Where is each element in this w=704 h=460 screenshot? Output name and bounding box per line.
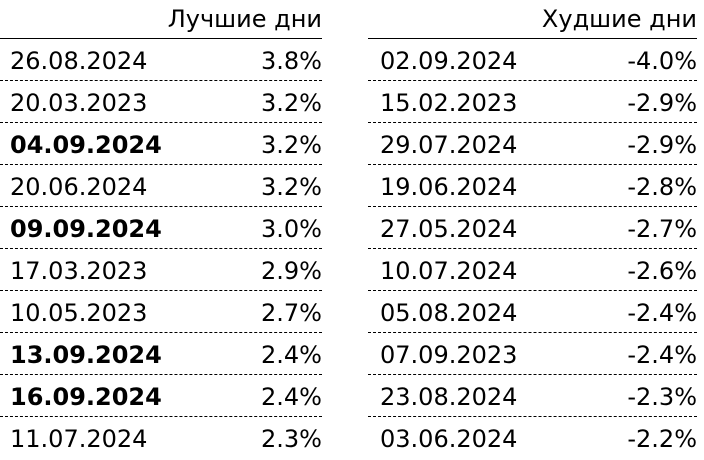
row-value: 2.3% <box>261 425 322 453</box>
row-value: -2.9% <box>627 89 697 117</box>
row-value: 3.2% <box>261 173 322 201</box>
table-row: 02.09.2024 -4.0% <box>368 39 697 81</box>
row-date: 13.09.2024 <box>10 341 162 369</box>
row-date: 15.02.2023 <box>380 89 518 117</box>
row-value: 2.4% <box>261 341 322 369</box>
table-row: 20.03.2023 3.2% <box>0 81 322 123</box>
row-value: 3.0% <box>261 215 322 243</box>
row-date: 05.08.2024 <box>380 299 518 327</box>
table-row: 19.06.2024 -2.8% <box>368 165 697 207</box>
table-row: 20.06.2024 3.2% <box>0 165 322 207</box>
row-value: 3.2% <box>261 131 322 159</box>
table-row: 15.02.2023 -2.9% <box>368 81 697 123</box>
table-row: 23.08.2024 -2.3% <box>368 375 697 417</box>
row-value: -2.6% <box>627 257 697 285</box>
row-date: 10.05.2023 <box>10 299 148 327</box>
row-date: 09.09.2024 <box>10 215 162 243</box>
table-row: 10.07.2024 -2.6% <box>368 249 697 291</box>
row-date: 11.07.2024 <box>10 425 148 453</box>
table-row: 16.09.2024 2.4% <box>0 375 322 417</box>
row-date: 20.03.2023 <box>10 89 148 117</box>
row-date: 07.09.2023 <box>380 341 518 369</box>
row-value: -2.8% <box>627 173 697 201</box>
row-date: 10.07.2024 <box>380 257 518 285</box>
row-value: -2.7% <box>627 215 697 243</box>
row-value: -2.9% <box>627 131 697 159</box>
table-row: 13.09.2024 2.4% <box>0 333 322 375</box>
row-value: 3.2% <box>261 89 322 117</box>
table-row: 17.03.2023 2.9% <box>0 249 322 291</box>
best-days-header: Лучшие дни <box>0 0 322 39</box>
row-date: 20.06.2024 <box>10 173 148 201</box>
row-date: 17.03.2023 <box>10 257 148 285</box>
table-row: 11.07.2024 2.3% <box>0 417 322 458</box>
row-date: 27.05.2024 <box>380 215 518 243</box>
row-date: 16.09.2024 <box>10 383 162 411</box>
row-value: 3.8% <box>261 47 322 75</box>
worst-days-title: Худшие дни <box>541 5 697 33</box>
row-date: 29.07.2024 <box>380 131 518 159</box>
row-date: 23.08.2024 <box>380 383 518 411</box>
table-row: 03.06.2024 -2.2% <box>368 417 697 458</box>
worst-days-table: Худшие дни 02.09.2024 -4.0% 15.02.2023 -… <box>368 0 697 458</box>
row-value: -2.2% <box>627 425 697 453</box>
row-value: 2.7% <box>261 299 322 327</box>
table-row: 26.08.2024 3.8% <box>0 39 322 81</box>
row-value: -2.4% <box>627 341 697 369</box>
row-date: 19.06.2024 <box>380 173 518 201</box>
table-row: 09.09.2024 3.0% <box>0 207 322 249</box>
row-value: -4.0% <box>627 47 697 75</box>
row-date: 26.08.2024 <box>10 47 148 75</box>
table-row: 07.09.2023 -2.4% <box>368 333 697 375</box>
row-date: 03.06.2024 <box>380 425 518 453</box>
row-date: 04.09.2024 <box>10 131 162 159</box>
worst-days-header: Худшие дни <box>368 0 697 39</box>
row-value: 2.4% <box>261 383 322 411</box>
table-row: 04.09.2024 3.2% <box>0 123 322 165</box>
row-value: 2.9% <box>261 257 322 285</box>
table-row: 29.07.2024 -2.9% <box>368 123 697 165</box>
row-date: 02.09.2024 <box>380 47 518 75</box>
table-row: 10.05.2023 2.7% <box>0 291 322 333</box>
row-value: -2.4% <box>627 299 697 327</box>
best-days-table: Лучшие дни 26.08.2024 3.8% 20.03.2023 3.… <box>0 0 322 458</box>
row-value: -2.3% <box>627 383 697 411</box>
table-row: 05.08.2024 -2.4% <box>368 291 697 333</box>
table-row: 27.05.2024 -2.7% <box>368 207 697 249</box>
best-days-title: Лучшие дни <box>167 5 322 33</box>
